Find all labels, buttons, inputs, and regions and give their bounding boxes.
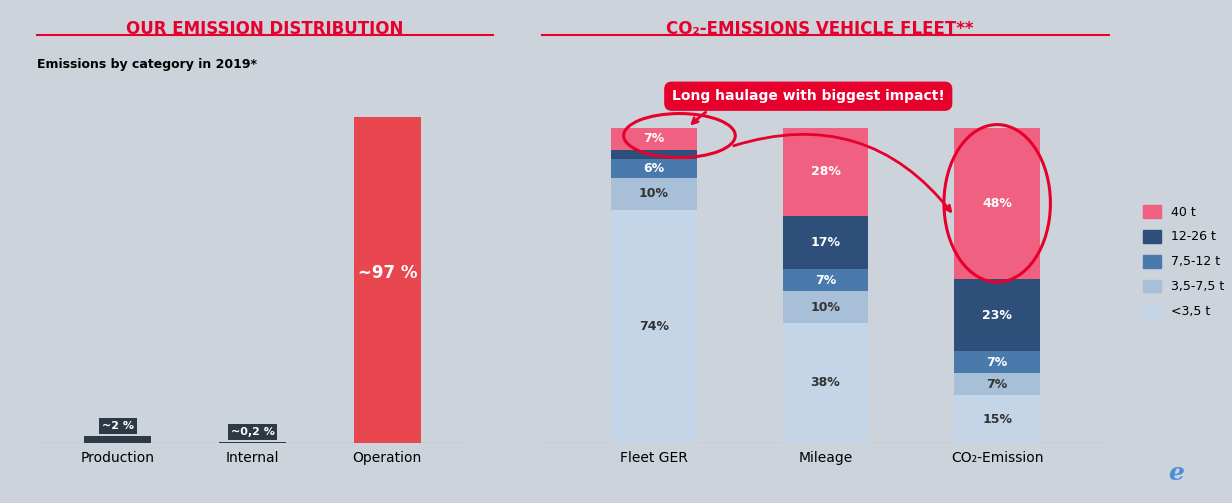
Bar — [611, 178, 696, 210]
Text: 10%: 10% — [811, 301, 840, 314]
Bar — [611, 128, 696, 150]
Text: ~0,2 %: ~0,2 % — [230, 427, 275, 437]
Bar — [782, 270, 869, 291]
Text: CO₂-EMISSIONS VEHICLE FLEET**: CO₂-EMISSIONS VEHICLE FLEET** — [665, 20, 973, 38]
Text: 7%: 7% — [814, 274, 837, 287]
Text: 7%: 7% — [987, 378, 1008, 391]
Text: 6%: 6% — [643, 162, 664, 175]
Text: Long haulage with biggest impact!: Long haulage with biggest impact! — [671, 89, 945, 124]
Text: ~2 %: ~2 % — [102, 421, 134, 431]
Bar — [782, 323, 869, 443]
Text: 28%: 28% — [811, 165, 840, 178]
Bar — [782, 291, 869, 323]
Bar — [611, 159, 696, 178]
Bar — [955, 373, 1040, 395]
Bar — [611, 210, 696, 443]
Bar — [354, 117, 421, 443]
Text: 15%: 15% — [982, 412, 1013, 426]
Text: 48%: 48% — [982, 197, 1013, 210]
Bar — [84, 436, 152, 443]
Text: 74%: 74% — [638, 319, 669, 332]
Bar — [955, 128, 1040, 279]
Text: 23%: 23% — [982, 309, 1013, 321]
Bar — [611, 150, 696, 159]
Text: 7%: 7% — [987, 356, 1008, 369]
Bar — [782, 216, 869, 270]
Bar — [219, 442, 286, 443]
Bar — [955, 395, 1040, 443]
Text: 17%: 17% — [811, 236, 840, 249]
Bar — [955, 279, 1040, 351]
Bar — [782, 128, 869, 216]
Text: Emissions by category in 2019*: Emissions by category in 2019* — [37, 58, 257, 71]
Text: 38%: 38% — [811, 376, 840, 389]
Text: ~97 %: ~97 % — [357, 265, 418, 283]
Text: e: e — [1169, 461, 1184, 485]
Legend: 40 t, 12-26 t, 7,5-12 t, 3,5-7,5 t, <3,5 t: 40 t, 12-26 t, 7,5-12 t, 3,5-7,5 t, <3,5… — [1137, 200, 1230, 323]
Text: OUR EMISSION DISTRIBUTION: OUR EMISSION DISTRIBUTION — [126, 20, 404, 38]
Text: 10%: 10% — [638, 187, 669, 200]
Bar — [955, 351, 1040, 373]
Text: 7%: 7% — [643, 132, 664, 145]
